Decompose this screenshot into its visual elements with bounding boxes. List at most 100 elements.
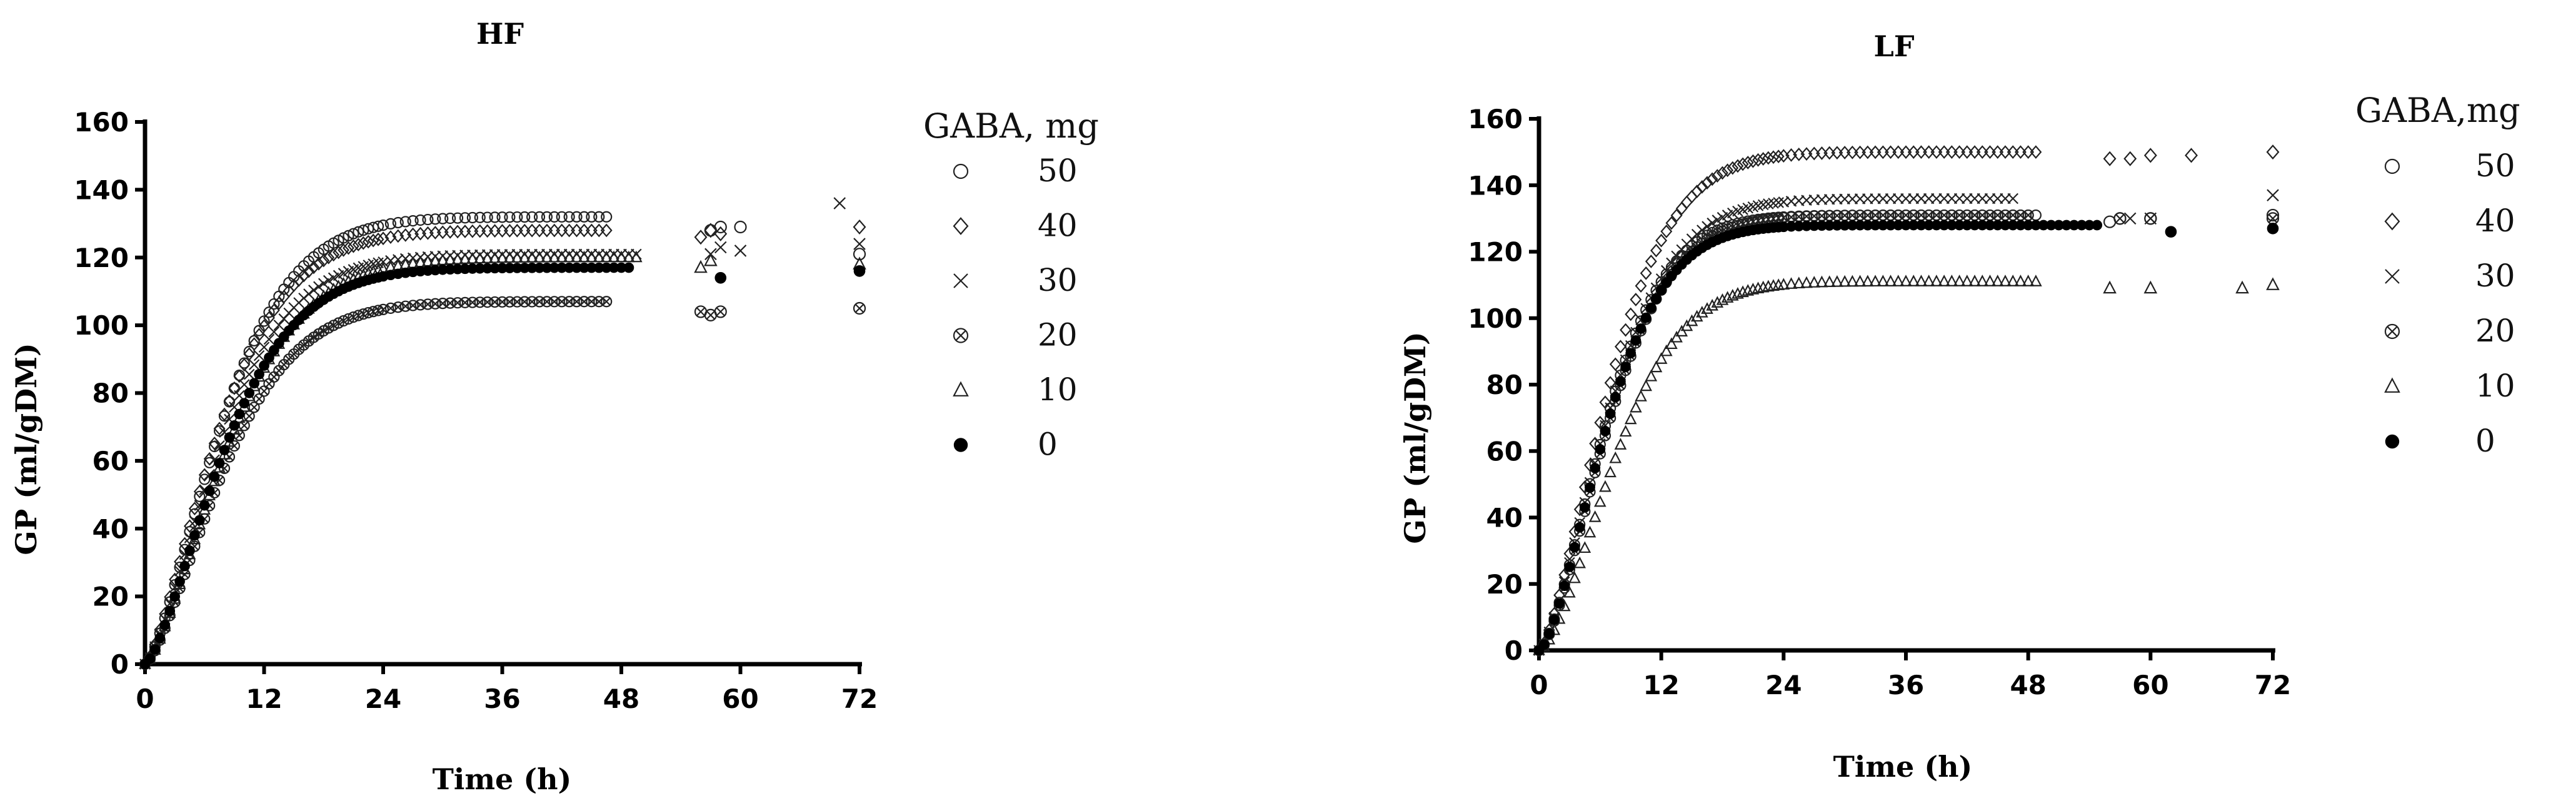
data-point	[1862, 275, 1874, 287]
data-point	[704, 253, 718, 266]
data-point	[1594, 415, 1606, 430]
marker-shape	[1696, 305, 1708, 318]
marker-shape	[511, 211, 523, 223]
data-point	[2022, 145, 2035, 159]
marker-shape	[343, 313, 354, 325]
marker-shape	[1543, 629, 1555, 639]
marker-shape	[1986, 211, 1994, 220]
marker-shape	[1862, 145, 1874, 159]
data-point	[1991, 275, 2004, 286]
marker-shape	[1564, 562, 1575, 572]
marker-shape	[362, 235, 374, 249]
data-point	[194, 490, 206, 502]
marker-shape	[174, 576, 185, 587]
marker-shape	[255, 395, 263, 403]
marker-shape	[254, 368, 264, 380]
marker-shape	[253, 328, 266, 342]
marker-shape	[258, 319, 270, 333]
marker-shape	[548, 223, 561, 238]
marker-shape	[164, 605, 176, 617]
data-point	[362, 235, 374, 249]
x-axis-label: Time (h)	[1833, 750, 1973, 784]
marker-shape	[248, 359, 260, 370]
marker-shape	[1727, 161, 1739, 175]
marker-shape	[615, 250, 628, 263]
legend-marker	[2384, 323, 2400, 340]
marker-shape	[1573, 556, 1586, 568]
data-point	[503, 251, 516, 263]
data-point	[224, 432, 235, 443]
data-point	[169, 591, 180, 602]
marker-shape	[1635, 279, 1647, 293]
marker-shape	[1915, 275, 1928, 286]
marker-shape	[1675, 325, 1688, 336]
marker-shape	[193, 485, 206, 498]
legend: GABA,mg 50 40 30 20 10 0	[2355, 91, 2520, 459]
marker-shape	[2268, 214, 2278, 223]
data-point	[193, 485, 206, 498]
data-point	[273, 320, 285, 331]
marker-shape	[1574, 522, 1585, 533]
x-tick-label: 0	[1530, 670, 1548, 700]
data-point	[526, 251, 538, 263]
marker-shape	[367, 233, 379, 248]
legend-label: 0	[2475, 423, 2495, 459]
data-point	[1640, 379, 1653, 391]
marker-shape	[714, 271, 727, 284]
marker-shape	[734, 245, 747, 257]
marker-shape	[571, 296, 583, 308]
data-point	[184, 545, 195, 556]
y-tick-label: 160	[1468, 104, 1523, 134]
data-point	[623, 262, 634, 273]
y-tick-label: 20	[1486, 569, 1523, 600]
marker-shape	[459, 296, 471, 308]
marker-shape	[189, 530, 200, 541]
data-point	[593, 223, 605, 238]
data-point	[1696, 225, 1708, 236]
marker-shape	[1590, 463, 1601, 473]
marker-shape	[585, 223, 598, 238]
marker-shape	[1978, 211, 1987, 220]
marker-shape	[318, 253, 330, 268]
data-point	[1604, 376, 1616, 390]
data-point	[258, 341, 270, 353]
data-point	[429, 213, 441, 225]
data-point	[159, 620, 171, 630]
marker-shape	[556, 211, 568, 223]
data-point	[489, 211, 501, 223]
data-point	[526, 223, 538, 238]
marker-shape	[263, 311, 275, 325]
data-point	[253, 328, 266, 342]
marker-shape	[601, 211, 613, 223]
marker-shape	[1925, 211, 1933, 220]
marker-shape	[209, 471, 220, 482]
marker-shape	[348, 228, 359, 240]
marker-shape	[488, 251, 501, 263]
data-point	[1747, 154, 1759, 168]
data-point	[1706, 172, 1718, 186]
data-point	[1568, 571, 1581, 583]
marker-shape	[1884, 275, 1897, 286]
marker-shape	[1947, 211, 1956, 220]
data-point	[1900, 275, 1912, 286]
marker-shape	[1984, 193, 1996, 205]
series-0	[1533, 220, 2279, 656]
data-point	[414, 214, 426, 226]
data-point	[714, 241, 727, 254]
series-50	[139, 211, 866, 670]
marker-shape	[1620, 323, 1632, 337]
data-point	[1650, 360, 1663, 373]
data-point	[1574, 522, 1585, 533]
marker-shape	[694, 230, 708, 245]
marker-shape	[451, 252, 464, 265]
marker-shape	[585, 250, 598, 263]
marker-shape	[2008, 211, 2017, 220]
legend-label: 30	[1038, 262, 1078, 298]
data-point	[1615, 376, 1626, 387]
data-point	[1655, 352, 1668, 364]
marker-shape	[593, 223, 605, 238]
legend-marker	[2384, 212, 2400, 231]
x-tick-label: 12	[1643, 670, 1679, 700]
data-point	[1930, 275, 1943, 286]
data-point	[1605, 408, 1616, 419]
